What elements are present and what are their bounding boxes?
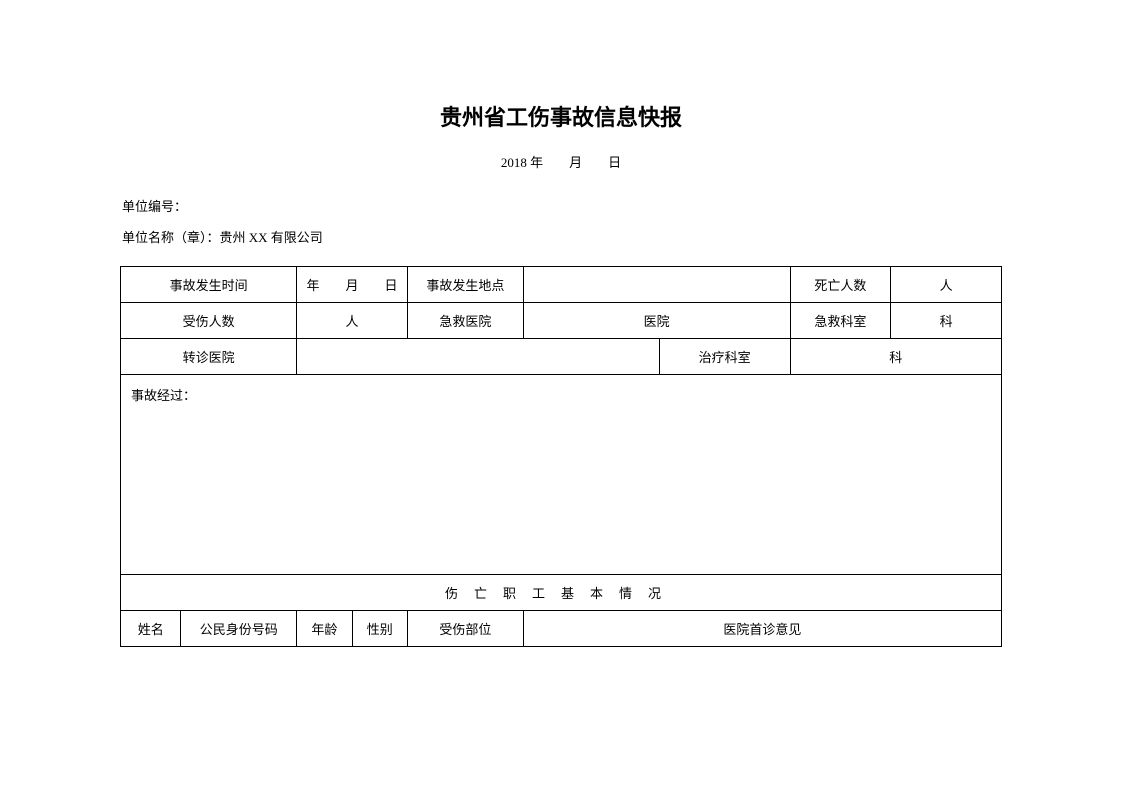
cell-death-count-label: 死亡人数 xyxy=(790,267,891,303)
cell-age-header: 年龄 xyxy=(297,611,352,647)
cell-diagnosis-header: 医院首诊意见 xyxy=(523,611,1001,647)
cell-name-header: 姓名 xyxy=(121,611,181,647)
cell-incident-time-label: 事故发生时间 xyxy=(121,267,297,303)
cell-id-header: 公民身份号码 xyxy=(181,611,297,647)
date-line: 2018 年 月 日 xyxy=(120,152,1002,171)
cell-incident-location-value xyxy=(523,267,790,303)
cell-transfer-hospital-label: 转诊医院 xyxy=(121,339,297,375)
cell-incident-narrative: 事故经过： xyxy=(121,375,1002,575)
cell-death-count-value: 人 xyxy=(891,267,1002,303)
unit-name-line: 单位名称（章）：贵州 XX 有限公司 xyxy=(120,227,1002,246)
table-row: 伤亡职工基本情况 xyxy=(121,575,1002,611)
table-row: 事故经过： xyxy=(121,375,1002,575)
cell-treatment-dept-value: 科 xyxy=(790,339,1001,375)
table-row: 受伤人数 人 急救医院 医院 急救科室 科 xyxy=(121,303,1002,339)
cell-injured-count-label: 受伤人数 xyxy=(121,303,297,339)
cell-emergency-dept-label: 急救科室 xyxy=(790,303,891,339)
page-title: 贵州省工伤事故信息快报 xyxy=(120,100,1002,132)
table-row: 姓名 公民身份号码 年龄 性别 受伤部位 医院首诊意见 xyxy=(121,611,1002,647)
table-row: 事故发生时间 年 月 日 事故发生地点 死亡人数 人 xyxy=(121,267,1002,303)
cell-treatment-dept-label: 治疗科室 xyxy=(659,339,790,375)
cell-transfer-hospital-value xyxy=(297,339,659,375)
cell-injured-count-value: 人 xyxy=(297,303,408,339)
cell-incident-location-label: 事故发生地点 xyxy=(407,267,523,303)
cell-gender-header: 性别 xyxy=(352,611,407,647)
cell-emergency-hospital-label: 急救医院 xyxy=(407,303,523,339)
unit-number-line: 单位编号： xyxy=(120,196,1002,215)
cell-injury-part-header: 受伤部位 xyxy=(407,611,523,647)
cell-casualty-section-header: 伤亡职工基本情况 xyxy=(121,575,1002,611)
cell-emergency-dept-value: 科 xyxy=(891,303,1002,339)
cell-emergency-hospital-value: 医院 xyxy=(523,303,790,339)
form-page: 贵州省工伤事故信息快报 2018 年 月 日 单位编号： 单位名称（章）：贵州 … xyxy=(0,0,1122,647)
incident-form-table: 事故发生时间 年 月 日 事故发生地点 死亡人数 人 受伤人数 人 急救医院 医… xyxy=(120,266,1002,647)
cell-incident-time-value: 年 月 日 xyxy=(297,267,408,303)
table-row: 转诊医院 治疗科室 科 xyxy=(121,339,1002,375)
